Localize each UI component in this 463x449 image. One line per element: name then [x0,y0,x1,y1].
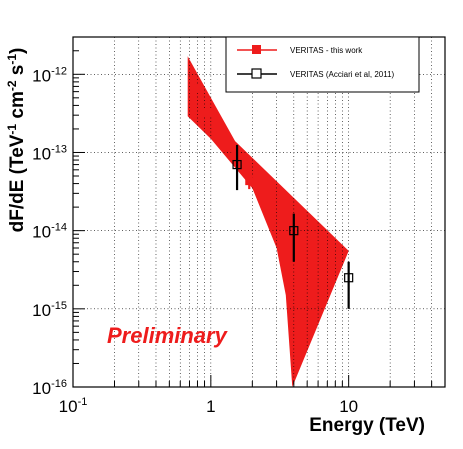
data-point-this-work [231,152,240,161]
data-point-this-work [203,108,212,117]
x-tick-label: 10-1 [59,396,88,416]
y-tick-label: 10-16 [32,378,67,398]
legend-label-acciari: VERITAS (Acciari et al, 2011) [290,70,395,79]
data-point-this-work [217,124,226,133]
x-tick-label: 1 [206,397,215,416]
y-tick-label: 10-13 [32,143,67,163]
legend: VERITAS - this work VERITAS (Acciari et … [225,36,420,93]
y-tick-label: 10-12 [32,65,67,85]
y-tick-label: 10-15 [32,300,67,320]
confidence-band-layer [187,56,349,388]
data-point-this-work [191,84,200,93]
preliminary-annotation: Preliminary [107,323,229,348]
data-marks-layer [191,82,354,309]
y-axis-label: dF/dE (TeV-1 cm-2 s-1) [5,48,28,233]
data-point-this-work [245,177,254,186]
confidence-band [187,56,349,388]
data-point-acciari [289,226,299,236]
data-point-acciari [344,273,354,283]
x-axis-label: Energy (TeV) [309,415,425,436]
y-tick-label: 10-14 [32,222,67,242]
legend-label-this-work: VERITAS - this work [290,46,363,55]
x-tick-label: 10 [339,397,358,416]
legend-marker-acciari [251,68,262,79]
grid-layer [73,37,445,387]
ticks-layer [72,36,446,388]
data-point-acciari [232,159,242,170]
legend-marker-this-work [252,45,261,54]
